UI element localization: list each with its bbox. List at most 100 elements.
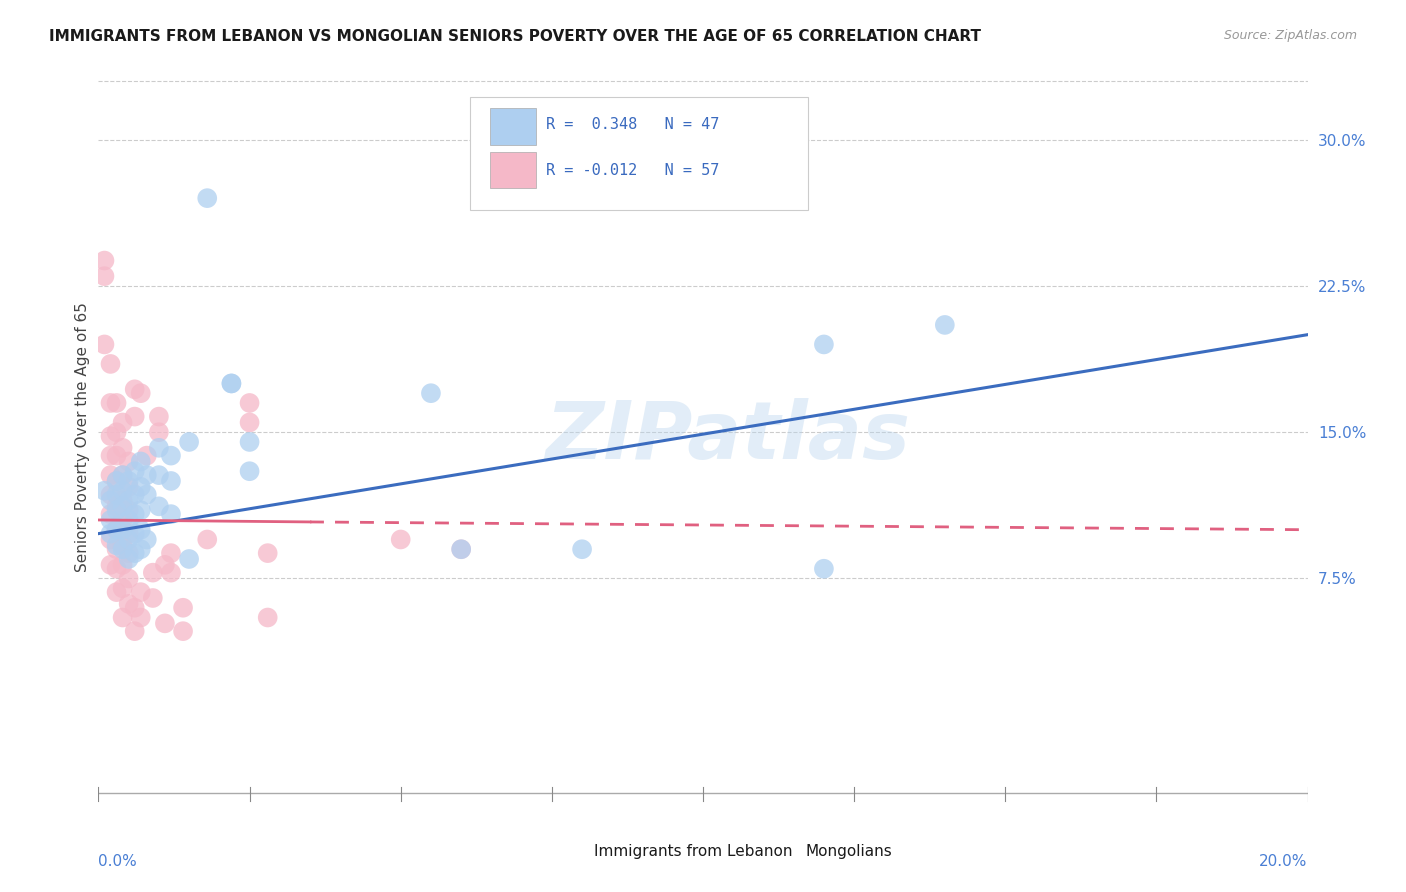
Point [111, 513, 134, 527]
Point [135, 449, 157, 463]
Point [135, 488, 157, 502]
Point [129, 585, 152, 599]
Point [118, 526, 141, 541]
Point [813, 562, 835, 576]
Point [100, 558, 122, 572]
Point [160, 507, 183, 521]
Point [118, 493, 141, 508]
Point [142, 566, 165, 580]
Text: Immigrants from Lebanon: Immigrants from Lebanon [595, 845, 793, 859]
Point [129, 503, 152, 517]
Point [179, 552, 201, 566]
Text: ZIPatlas: ZIPatlas [544, 398, 910, 476]
Point [105, 523, 128, 537]
Point [389, 533, 412, 547]
Point [124, 464, 146, 478]
Point [100, 468, 122, 483]
Point [124, 382, 146, 396]
FancyBboxPatch shape [769, 840, 796, 863]
Point [571, 542, 593, 557]
Point [118, 454, 141, 468]
Point [105, 425, 128, 440]
Point [450, 542, 472, 557]
Text: Source: ZipAtlas.com: Source: ZipAtlas.com [1223, 29, 1357, 42]
Point [239, 464, 262, 478]
Point [118, 597, 141, 611]
Point [813, 337, 835, 351]
Point [118, 552, 141, 566]
Point [256, 546, 278, 560]
Text: R = -0.012   N = 57: R = -0.012 N = 57 [546, 162, 720, 178]
Point [111, 441, 134, 455]
Text: R =  0.348   N = 47: R = 0.348 N = 47 [546, 117, 720, 132]
Point [111, 468, 134, 483]
Point [111, 538, 134, 552]
Point [142, 591, 165, 605]
Point [111, 523, 134, 537]
Point [93, 337, 115, 351]
Point [105, 542, 128, 557]
Point [100, 526, 122, 541]
Point [93, 483, 115, 498]
Y-axis label: Seniors Poverty Over the Age of 65: Seniors Poverty Over the Age of 65 [75, 302, 90, 572]
Point [129, 480, 152, 494]
Point [195, 191, 218, 205]
Point [160, 546, 183, 560]
Point [160, 474, 183, 488]
Point [111, 610, 134, 624]
Point [105, 488, 128, 502]
Point [148, 425, 170, 440]
Point [105, 503, 128, 517]
Point [111, 416, 134, 430]
Point [420, 386, 443, 401]
Point [148, 468, 170, 483]
Point [100, 507, 122, 521]
Point [172, 600, 194, 615]
Point [221, 376, 243, 391]
Point [153, 558, 176, 572]
Point [124, 488, 146, 502]
Point [148, 409, 170, 424]
Point [118, 503, 141, 517]
Point [105, 474, 128, 488]
Point [93, 269, 115, 284]
Point [100, 449, 122, 463]
Point [111, 542, 134, 557]
Point [118, 572, 141, 586]
Point [100, 488, 122, 502]
Point [221, 376, 243, 391]
Text: IMMIGRANTS FROM LEBANON VS MONGOLIAN SENIORS POVERTY OVER THE AGE OF 65 CORRELAT: IMMIGRANTS FROM LEBANON VS MONGOLIAN SEN… [49, 29, 981, 44]
Point [118, 513, 141, 527]
Point [148, 500, 170, 514]
Text: 20.0%: 20.0% [1260, 854, 1308, 869]
Point [111, 493, 134, 508]
Point [111, 483, 134, 498]
Point [100, 493, 122, 508]
Point [105, 585, 128, 599]
Point [100, 357, 122, 371]
Point [111, 468, 134, 483]
FancyBboxPatch shape [491, 152, 536, 188]
Point [160, 566, 183, 580]
Point [111, 558, 134, 572]
Point [124, 526, 146, 541]
Point [934, 318, 956, 332]
FancyBboxPatch shape [491, 108, 536, 145]
Point [135, 468, 157, 483]
Point [118, 480, 141, 494]
FancyBboxPatch shape [558, 840, 585, 863]
Point [129, 523, 152, 537]
Point [100, 533, 122, 547]
Point [100, 513, 122, 527]
Point [124, 624, 146, 639]
Point [105, 449, 128, 463]
Point [124, 507, 146, 521]
Point [105, 500, 128, 514]
Text: Mongolians: Mongolians [806, 845, 893, 859]
Point [124, 600, 146, 615]
Point [239, 434, 262, 449]
Point [239, 396, 262, 410]
Point [100, 396, 122, 410]
Point [105, 523, 128, 537]
Point [129, 386, 152, 401]
